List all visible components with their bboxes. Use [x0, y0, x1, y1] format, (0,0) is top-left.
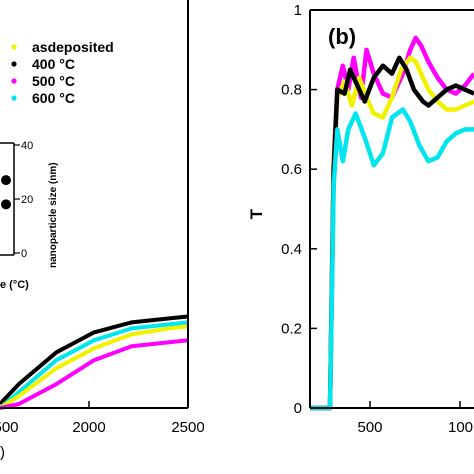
inset-x-axis-label: e (°C) — [0, 279, 29, 291]
right-y-tick-label: 0.8 — [281, 82, 302, 99]
right-y-tick-label: 0.2 — [281, 320, 302, 337]
right-y-tick-label: 0.4 — [281, 241, 302, 258]
inset-points-group — [1, 175, 11, 210]
inset-data-point — [1, 199, 11, 210]
right-x-tick-label: 500 — [357, 419, 382, 436]
inset-y-tick-label: 0 — [21, 248, 27, 260]
left-series-group — [0, 314, 189, 410]
legend-marker-400 — [11, 61, 17, 67]
legend-marker-600 — [11, 95, 17, 101]
legend-label: 500 °C — [32, 73, 75, 89]
left-x-tick-label: 2500 — [171, 419, 204, 436]
right-y-tick-label: 0 — [294, 400, 302, 417]
right-series-group — [310, 35, 474, 411]
legend-marker-500 — [11, 78, 17, 84]
left-x-axis-label: ) — [0, 444, 5, 461]
left-panel: 500 2000 2500 ) asdeposited 400 °C 500 °… — [0, 0, 205, 461]
legend-label: asdeposited — [32, 39, 114, 55]
legend-marker-asdeposited — [11, 44, 17, 50]
left-x-tick-label: 2000 — [72, 419, 105, 436]
legend-label: 400 °C — [32, 56, 75, 72]
inset-data-point — [1, 175, 11, 186]
right-series-line — [310, 107, 474, 411]
right-x-tick-label: 100 — [448, 419, 473, 436]
legend: asdeposited 400 °C 500 °C 600 °C — [11, 39, 114, 106]
left-series-line — [0, 324, 189, 410]
inset-y-axis-label: nanoparticle size (nm) — [48, 162, 59, 268]
inset-y-tick-label: 40 — [21, 140, 33, 152]
right-y-tick-label: 0.6 — [281, 161, 302, 178]
right-panel: 0 0.2 0.4 0.6 0.8 1 500 100 T (b) — [247, 2, 474, 436]
right-y-tick-label: 1 — [294, 2, 302, 19]
left-series-line — [0, 338, 189, 410]
inset-chart: 40 20 0 nanoparticle size (nm) e (°C) — [0, 140, 59, 291]
right-y-axis-label: T — [247, 208, 266, 219]
panel-label: (b) — [328, 24, 356, 49]
legend-label: 600 °C — [32, 90, 75, 106]
left-series-line — [0, 320, 189, 410]
right-y-ticks: 0 0.2 0.4 0.6 0.8 1 — [281, 2, 317, 417]
left-series-line — [0, 314, 189, 406]
left-x-tick-label: 500 — [0, 419, 19, 436]
inset-y-tick-label: 20 — [21, 194, 33, 206]
